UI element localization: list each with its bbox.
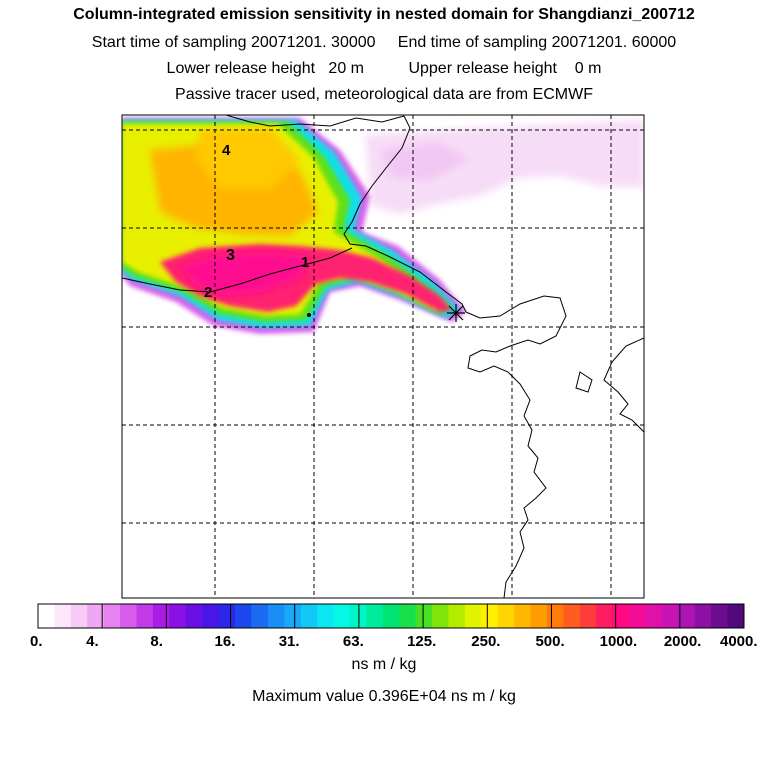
colorbar-tick-label: 4000. — [720, 633, 758, 650]
colorbar: 0. 4. 8. 16. 31. 63. 125. 250. 500. 1000. 2000. 400… — [30, 603, 758, 650]
coastline-bay — [343, 115, 467, 313]
colorbar-cell — [251, 604, 269, 628]
colorbar-frame — [37, 603, 745, 629]
colorbar-cell — [497, 604, 515, 628]
coastline-north — [225, 115, 405, 127]
colorbar-cell — [678, 604, 696, 628]
colorbar-cell — [218, 604, 236, 628]
colorbar-cell — [120, 604, 138, 628]
colorbar-cell — [366, 604, 384, 628]
colorbar-cell — [103, 604, 121, 628]
colorbar-cell — [629, 604, 646, 628]
colorbar-tick-label: 125. — [407, 633, 436, 650]
plume-orange-2 — [196, 128, 300, 190]
colorbar-cell — [317, 604, 335, 628]
colorbar-cell — [596, 604, 614, 628]
colorbar-units: ns m / kg — [351, 656, 417, 673]
plume-peak — [180, 252, 310, 296]
location-dot — [307, 313, 311, 317]
border-inland — [122, 247, 353, 293]
faint-plume-patch — [380, 142, 470, 180]
colorbar-cell — [300, 604, 318, 628]
colorbar-cell — [645, 604, 663, 628]
colorbar-cell — [87, 604, 105, 628]
colorbar-cell — [514, 604, 532, 628]
colorbar-cell — [563, 604, 581, 628]
colorbar-cell — [415, 604, 433, 628]
cluster-label-3: 3 — [226, 247, 235, 264]
colorbar-cell — [235, 604, 252, 628]
colorbar-cell — [661, 604, 679, 628]
receptor-star-icon — [447, 304, 465, 322]
colorbar-tick-label: 250. — [471, 633, 500, 650]
colorbar-cell — [711, 604, 729, 628]
colorbar-tick-label: 16. — [215, 633, 236, 650]
colorbar-tick-label: 2000. — [664, 633, 702, 650]
coastlines — [122, 115, 644, 598]
colorbar-cell — [54, 604, 72, 628]
coastline-peninsula — [465, 295, 567, 598]
colorbar-cell — [579, 604, 597, 628]
colorbar-cell — [694, 604, 712, 628]
release-heights: Lower release height 20 m Upper release … — [166, 60, 602, 77]
plume-field — [122, 118, 644, 334]
colorbar-cell — [152, 604, 170, 628]
colorbar-cell — [333, 604, 351, 628]
colorbar-cell — [136, 604, 154, 628]
colorbar-cell — [267, 604, 285, 628]
colorbar-cell — [546, 604, 564, 628]
colorbar-tick-label: 500. — [535, 633, 564, 650]
tracer-note: Passive tracer used, meteorological data… — [175, 86, 593, 103]
colorbar-cell — [284, 604, 302, 628]
cluster-label-1: 1 — [301, 254, 309, 271]
colorbar-cell — [185, 604, 203, 628]
colorbar-cell — [432, 604, 449, 628]
colorbar-cell — [612, 604, 630, 628]
colorbar-cell — [399, 604, 417, 628]
cluster-label-2: 2 — [204, 284, 212, 301]
map-frame — [121, 114, 645, 599]
colorbar-tick-label: 31. — [279, 633, 300, 650]
colorbar-cell — [38, 604, 55, 628]
colorbar-cell — [448, 604, 466, 628]
map-grid — [122, 115, 644, 598]
sampling-times: Start time of sampling 20071201. 30000 E… — [91, 34, 677, 51]
colorbar-cell — [530, 604, 548, 628]
coastline-east — [603, 337, 644, 433]
colorbar-cell — [169, 604, 187, 628]
colorbar-cell — [727, 604, 745, 628]
map-title: Column-integrated emission sensitivity i… — [73, 6, 695, 23]
colorbar-cell — [70, 604, 88, 628]
colorbar-cell — [202, 604, 220, 628]
cluster-label-4: 4 — [222, 142, 231, 159]
maximum-value: Maximum value 0.396E+04 ns m / kg — [252, 688, 516, 705]
colorbar-cell — [382, 604, 400, 628]
colorbar-tick-label: 0. — [30, 633, 43, 650]
colorbar-tick-label: 63. — [343, 633, 364, 650]
colorbar-tick-label: 1000. — [600, 633, 638, 650]
colorbar-tick-label: 4. — [86, 633, 99, 650]
colorbar-cell — [481, 604, 499, 628]
colorbar-tick-label: 8. — [150, 633, 163, 650]
coastline-island — [575, 371, 593, 393]
colorbar-cell — [464, 604, 482, 628]
